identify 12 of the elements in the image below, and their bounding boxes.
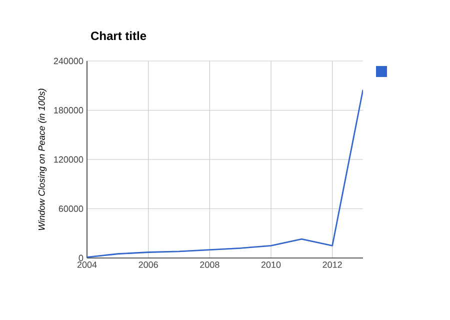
chart-title: Chart title (91, 31, 146, 40)
x-tick-label: 2010 (261, 262, 281, 268)
x-tick-label: 2012 (322, 262, 342, 268)
x-tick-label: 2006 (138, 262, 158, 268)
x-tick-label: 2008 (200, 262, 220, 268)
y-axis-title: Window Closing on Peace (in 100s) (38, 88, 47, 230)
y-tick-label: 180000 (54, 107, 84, 114)
y-tick-label: 0 (78, 254, 84, 262)
y-tick-label: 60000 (58, 206, 84, 212)
y-tick-label: 240000 (54, 58, 84, 64)
y-tick-label: 120000 (54, 156, 84, 163)
x-tick-label: 2004 (77, 262, 97, 268)
